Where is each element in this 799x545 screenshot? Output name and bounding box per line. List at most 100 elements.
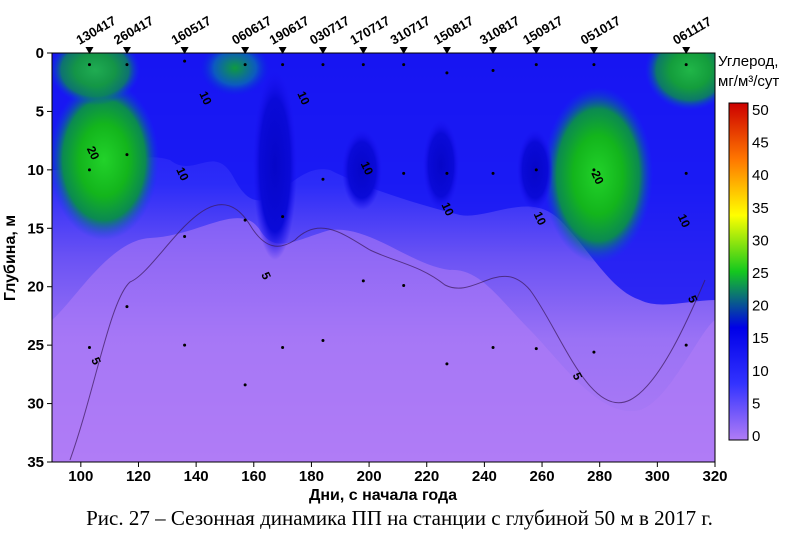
y-tick-label: 15 — [27, 220, 44, 237]
sample-point — [243, 218, 247, 222]
green-top-left — [52, 53, 140, 105]
sample-point — [183, 234, 187, 238]
x-tick-label: 140 — [184, 468, 209, 485]
x-tick-label: 180 — [299, 468, 324, 485]
sample-point — [361, 279, 365, 283]
sample-point — [684, 63, 688, 67]
x-tick-label: 120 — [126, 468, 151, 485]
y-tick-label: 0 — [36, 45, 44, 62]
sample-point — [402, 284, 406, 288]
station-label: 190617 — [267, 13, 312, 48]
sample-point — [183, 59, 187, 63]
station-label: 030717 — [307, 13, 352, 48]
sample-point — [125, 63, 129, 67]
sample-point — [125, 305, 129, 309]
sample-point — [87, 168, 91, 172]
sample-point — [491, 69, 495, 73]
sample-point — [445, 171, 449, 175]
station-marker — [318, 47, 327, 54]
station-label: 170717 — [347, 13, 392, 48]
contour-label: 10 — [675, 212, 693, 230]
colorbar-tick-label: 30 — [752, 232, 769, 249]
station-marker — [122, 47, 131, 54]
sample-point — [592, 168, 596, 172]
x-tick-label: 160 — [241, 468, 266, 485]
y-tick-label: 25 — [27, 337, 44, 354]
colorbar-title-line1: Углерод, — [718, 53, 778, 70]
dark-column-3 — [423, 120, 459, 210]
x-tick-label: 220 — [414, 468, 439, 485]
sample-point — [243, 383, 247, 387]
figure-caption: Рис. 27 – Сезонная динамика ПП на станци… — [86, 506, 713, 530]
colorbar-tick-label: 10 — [752, 363, 769, 380]
station-marker — [399, 47, 408, 54]
x-tick-label: 280 — [587, 468, 612, 485]
y-tick-label: 30 — [27, 396, 44, 413]
sample-point — [321, 338, 325, 342]
y-tick-label: 35 — [27, 454, 44, 471]
sample-point — [534, 347, 538, 351]
station-label: 130417 — [73, 13, 118, 48]
x-axis-title: Дни, с начала года — [309, 487, 457, 504]
sample-point — [684, 171, 688, 175]
station-marker — [278, 47, 287, 54]
station-label: 051017 — [578, 13, 623, 48]
sample-point — [125, 153, 129, 157]
colorbar-title-line2: мг/м³/сут — [718, 73, 779, 90]
station-label: 310717 — [388, 13, 433, 48]
station-marker — [589, 47, 598, 54]
dark-column-1 — [253, 70, 297, 260]
sample-point — [445, 362, 449, 366]
sample-point — [281, 345, 285, 349]
x-tick-label: 100 — [68, 468, 93, 485]
sample-point — [592, 63, 596, 67]
sample-point — [87, 63, 91, 67]
upper-blue-zone — [52, 53, 715, 305]
plot-frame — [51, 52, 716, 463]
station-marker — [85, 47, 94, 54]
sample-point — [491, 345, 495, 349]
station-marker — [682, 47, 691, 54]
colorbar-tick-label: 15 — [752, 330, 769, 347]
green-top-right — [645, 53, 715, 110]
contour-5-line — [69, 204, 706, 461]
sample-point — [281, 63, 285, 67]
sample-point — [592, 350, 596, 354]
sample-point — [534, 168, 538, 172]
contour-label: 10 — [294, 89, 312, 107]
station-label: 061117 — [670, 14, 714, 48]
x-tick-label: 260 — [530, 468, 555, 485]
contour-label: 10 — [173, 165, 191, 183]
y-axis-title: Глубина, м — [2, 215, 19, 301]
station-label: 060617 — [229, 13, 274, 48]
station-marker — [489, 47, 498, 54]
station-label: 160517 — [169, 13, 214, 48]
station-marker — [442, 47, 451, 54]
contour-label: 20 — [588, 169, 606, 187]
station-label: 150817 — [431, 13, 476, 48]
contour-label: 20 — [84, 144, 102, 162]
sample-point — [243, 63, 247, 67]
y-axis: 0 5 10 15 20 25 30 35 — [27, 45, 52, 471]
colorbar-scale — [728, 102, 749, 441]
station-marker — [359, 47, 368, 54]
station-marker — [241, 47, 250, 54]
sample-point — [402, 171, 406, 175]
sample-point — [445, 71, 449, 75]
sample-points — [87, 59, 688, 387]
x-tick-label: 300 — [645, 468, 670, 485]
x-tick-label: 240 — [472, 468, 497, 485]
colorbar-tick-label: 50 — [752, 102, 769, 119]
x-tick-label: 320 — [702, 468, 727, 485]
green-core-right — [543, 87, 653, 263]
sample-point — [361, 63, 365, 67]
colorbar-tick-label: 20 — [752, 298, 769, 315]
colorbar-tick-label: 25 — [752, 265, 769, 282]
contour-label: 10 — [358, 159, 376, 177]
sample-point — [321, 63, 325, 67]
